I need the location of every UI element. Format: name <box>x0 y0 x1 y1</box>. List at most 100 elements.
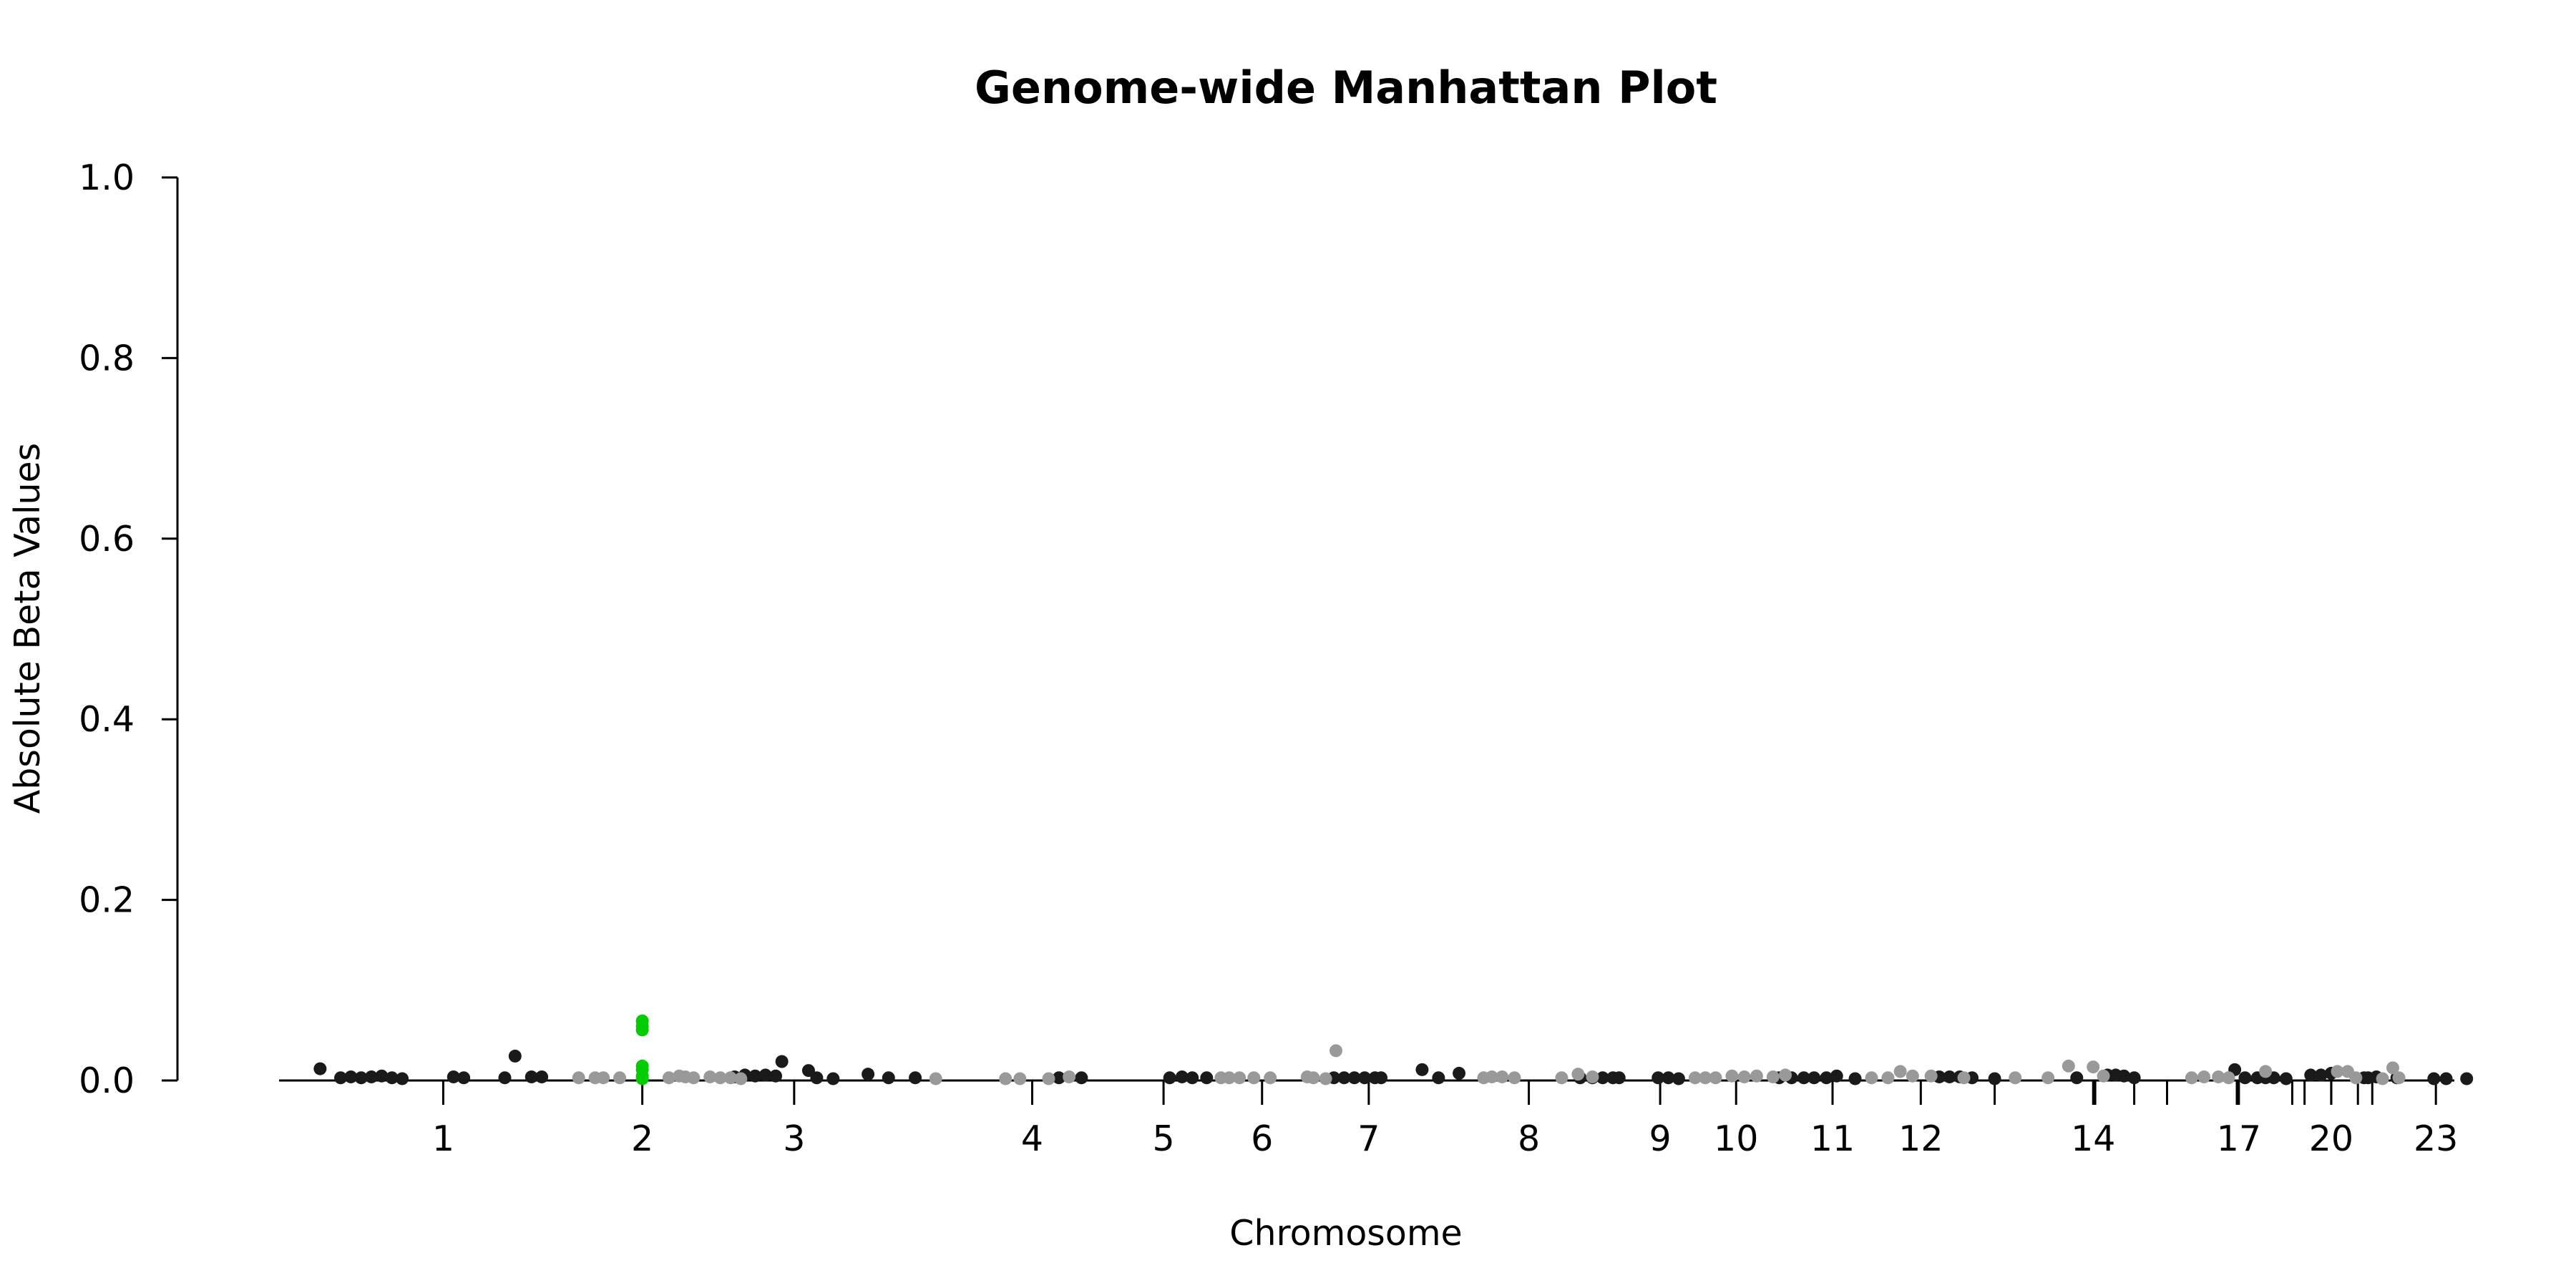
data-point-even <box>1709 1071 1722 1085</box>
data-point-odd <box>2238 1071 2252 1085</box>
x-tick-label: 20 <box>2309 1118 2353 1159</box>
data-point-odd <box>1200 1071 1214 1085</box>
data-point-odd <box>1652 1071 1665 1085</box>
data-point-odd <box>1163 1071 1176 1085</box>
x-tick-label: 11 <box>1810 1118 1855 1159</box>
data-point-even <box>2087 1060 2100 1074</box>
data-point-even <box>1264 1071 1277 1085</box>
data-point-odd <box>508 1049 522 1063</box>
x-tick-label: 9 <box>1649 1118 1672 1159</box>
data-point-odd <box>447 1070 460 1083</box>
y-tick-label: 0.0 <box>79 1060 135 1101</box>
data-point-even <box>929 1072 942 1085</box>
data-point-even <box>2222 1071 2235 1085</box>
data-point-even <box>2197 1070 2211 1083</box>
data-point-odd <box>1415 1063 1429 1076</box>
data-point-odd <box>1375 1071 1388 1085</box>
data-point-even <box>1063 1070 1076 1083</box>
data-point-odd <box>354 1071 368 1085</box>
data-point-odd <box>498 1071 512 1085</box>
data-point-odd <box>1075 1071 1088 1085</box>
x-tick-label: 2 <box>631 1118 653 1159</box>
x-tick-label: 14 <box>2071 1118 2115 1159</box>
data-point-even <box>2392 1071 2406 1085</box>
y-tick-label: 1.0 <box>79 157 135 198</box>
data-point-odd <box>385 1071 399 1085</box>
data-point-even <box>1319 1072 1332 1085</box>
data-point-even <box>2097 1069 2110 1083</box>
data-point-odd <box>375 1069 389 1083</box>
x-tick-label: 23 <box>2414 1118 2458 1159</box>
data-point-even <box>1247 1071 1261 1085</box>
x-tick-label: 5 <box>1152 1118 1174 1159</box>
data-point-even <box>2212 1070 2225 1083</box>
data-point-odd <box>2127 1071 2141 1085</box>
data-point-odd <box>1943 1070 1956 1083</box>
x-tick-label: 7 <box>1357 1118 1380 1159</box>
y-tick-label: 0.6 <box>79 519 135 560</box>
data-point-odd <box>775 1055 789 1068</box>
data-point-odd <box>1662 1071 1675 1085</box>
data-point-even <box>2259 1065 2273 1078</box>
data-point-odd <box>365 1070 379 1083</box>
data-point-even <box>1571 1068 1585 1081</box>
data-point-odd <box>1988 1072 2001 1085</box>
data-point-odd <box>1175 1070 1189 1083</box>
y-tick-label: 0.2 <box>79 880 135 921</box>
data-point-even <box>1233 1071 1246 1085</box>
data-point-even <box>1013 1072 1027 1085</box>
data-point-even <box>1906 1069 1919 1083</box>
data-point-odd <box>1596 1071 1609 1085</box>
data-point-odd <box>1347 1071 1361 1085</box>
data-point-even <box>572 1071 585 1085</box>
data-point-odd <box>909 1071 922 1085</box>
x-axis-label: Chromosome <box>1229 1213 1462 1254</box>
data-point-odd <box>810 1071 824 1085</box>
data-point-even <box>2331 1065 2344 1078</box>
data-point-even <box>713 1071 727 1085</box>
data-point-even <box>613 1071 627 1085</box>
data-point-odd <box>2314 1068 2328 1082</box>
x-tick-label: 17 <box>2217 1118 2261 1159</box>
x-tick-label: 12 <box>1898 1118 1943 1159</box>
data-point-even <box>1750 1069 1763 1083</box>
data-point-even <box>723 1071 737 1085</box>
data-point-odd <box>2460 1072 2474 1085</box>
data-point-odd <box>1797 1071 1810 1085</box>
data-point-odd <box>2279 1072 2293 1085</box>
data-point-even <box>2009 1071 2022 1085</box>
data-point-odd <box>344 1070 358 1083</box>
data-point-odd <box>2117 1069 2131 1083</box>
x-tick-label: 6 <box>1251 1118 1273 1159</box>
data-point-odd <box>1358 1071 1372 1085</box>
data-point-even <box>1329 1044 1342 1058</box>
data-point-even <box>1699 1071 1712 1085</box>
data-point-even <box>2041 1071 2055 1085</box>
x-axis: 1 2 3 4 5 6 7 8 9 10 11 12 14 17 20 23 <box>279 1079 2458 1159</box>
data-point-even <box>687 1071 701 1085</box>
data-point-odd <box>2070 1071 2084 1085</box>
data-point-even <box>1496 1070 1509 1083</box>
data-point-even <box>999 1072 1013 1085</box>
data-point-even <box>597 1071 610 1085</box>
data-point-odd <box>1337 1071 1351 1085</box>
data-point-even <box>1688 1071 1702 1085</box>
data-point-odd <box>2439 1072 2453 1085</box>
data-point-odd <box>882 1071 895 1085</box>
y-axis-label: Absolute Beta Values <box>7 443 48 814</box>
x-tick-label: 8 <box>1518 1118 1540 1159</box>
data-point-odd <box>758 1068 772 1082</box>
x-tick-label: 1 <box>432 1118 454 1159</box>
data-point-odd <box>769 1069 783 1083</box>
data-point-even <box>1042 1072 1055 1085</box>
data-point-even <box>1555 1071 1568 1085</box>
data-point-even <box>1881 1071 1895 1085</box>
data-point-even <box>1485 1070 1498 1083</box>
data-point-odd <box>2427 1072 2441 1085</box>
x-tick-label: 4 <box>1021 1118 1043 1159</box>
chart-title: Genome-wide Manhattan Plot <box>975 62 1717 114</box>
x-tick-label: 3 <box>783 1118 805 1159</box>
data-point-odd <box>862 1068 875 1081</box>
data-point-odd <box>525 1070 538 1083</box>
data-point-even <box>2185 1071 2198 1085</box>
